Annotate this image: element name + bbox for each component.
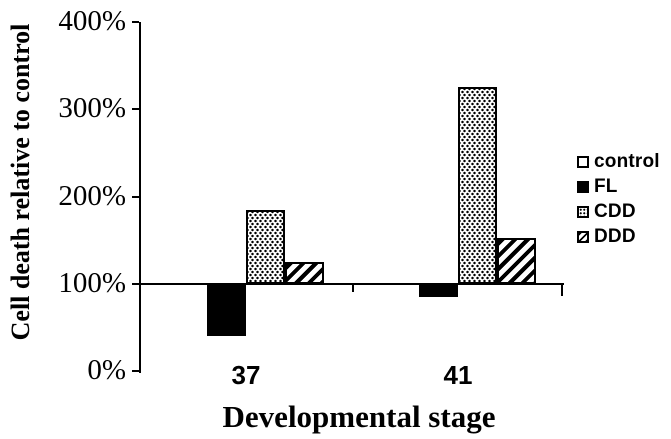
y-axis-tick [132, 108, 139, 111]
legend-label: CDD [594, 200, 636, 222]
legend-item-control: control [577, 149, 660, 174]
x-tick-label-stage-37: 37 [231, 360, 261, 390]
legend: control FL CDD DDD [577, 149, 660, 249]
bar-CDD-stage-41 [458, 87, 497, 284]
y-axis-line [139, 22, 141, 373]
legend-label: control [594, 150, 660, 172]
bar-DDD-stage-41 [497, 238, 536, 284]
legend-swatch-dots-icon [577, 205, 589, 218]
y-tick-label: 300% [58, 92, 126, 125]
x-axis-end-tick [561, 284, 563, 296]
legend-label: FL [594, 175, 618, 197]
legend-swatch-white-icon [577, 155, 589, 168]
legend-item-FL: FL [577, 174, 660, 199]
bar-CDD-stage-37 [246, 209, 285, 284]
bar-FL-stage-37 [207, 283, 246, 337]
baseline-100pct [140, 282, 564, 285]
x-axis-title: Developmental stage [222, 399, 496, 434]
y-tick-label: 100% [58, 266, 126, 299]
legend-swatch-diagonal-icon [577, 230, 589, 243]
y-axis-tick [132, 282, 139, 285]
y-tick-label: 0% [87, 354, 126, 386]
legend-label: DDD [594, 225, 636, 247]
y-axis-tick [132, 370, 139, 372]
bar-FL-stage-41 [419, 283, 458, 297]
legend-item-DDD: DDD [577, 224, 660, 249]
y-tick-label: 200% [58, 179, 126, 212]
legend-item-CDD: CDD [577, 199, 660, 224]
x-tick-label-stage-41: 41 [443, 360, 473, 390]
x-axis-mid-tick [352, 284, 354, 292]
y-axis-tick [132, 195, 139, 198]
y-tick-label: 400% [58, 5, 126, 37]
bar-DDD-stage-37 [285, 261, 324, 284]
y-axis-tick [132, 21, 139, 23]
legend-swatch-black-icon [577, 180, 589, 193]
